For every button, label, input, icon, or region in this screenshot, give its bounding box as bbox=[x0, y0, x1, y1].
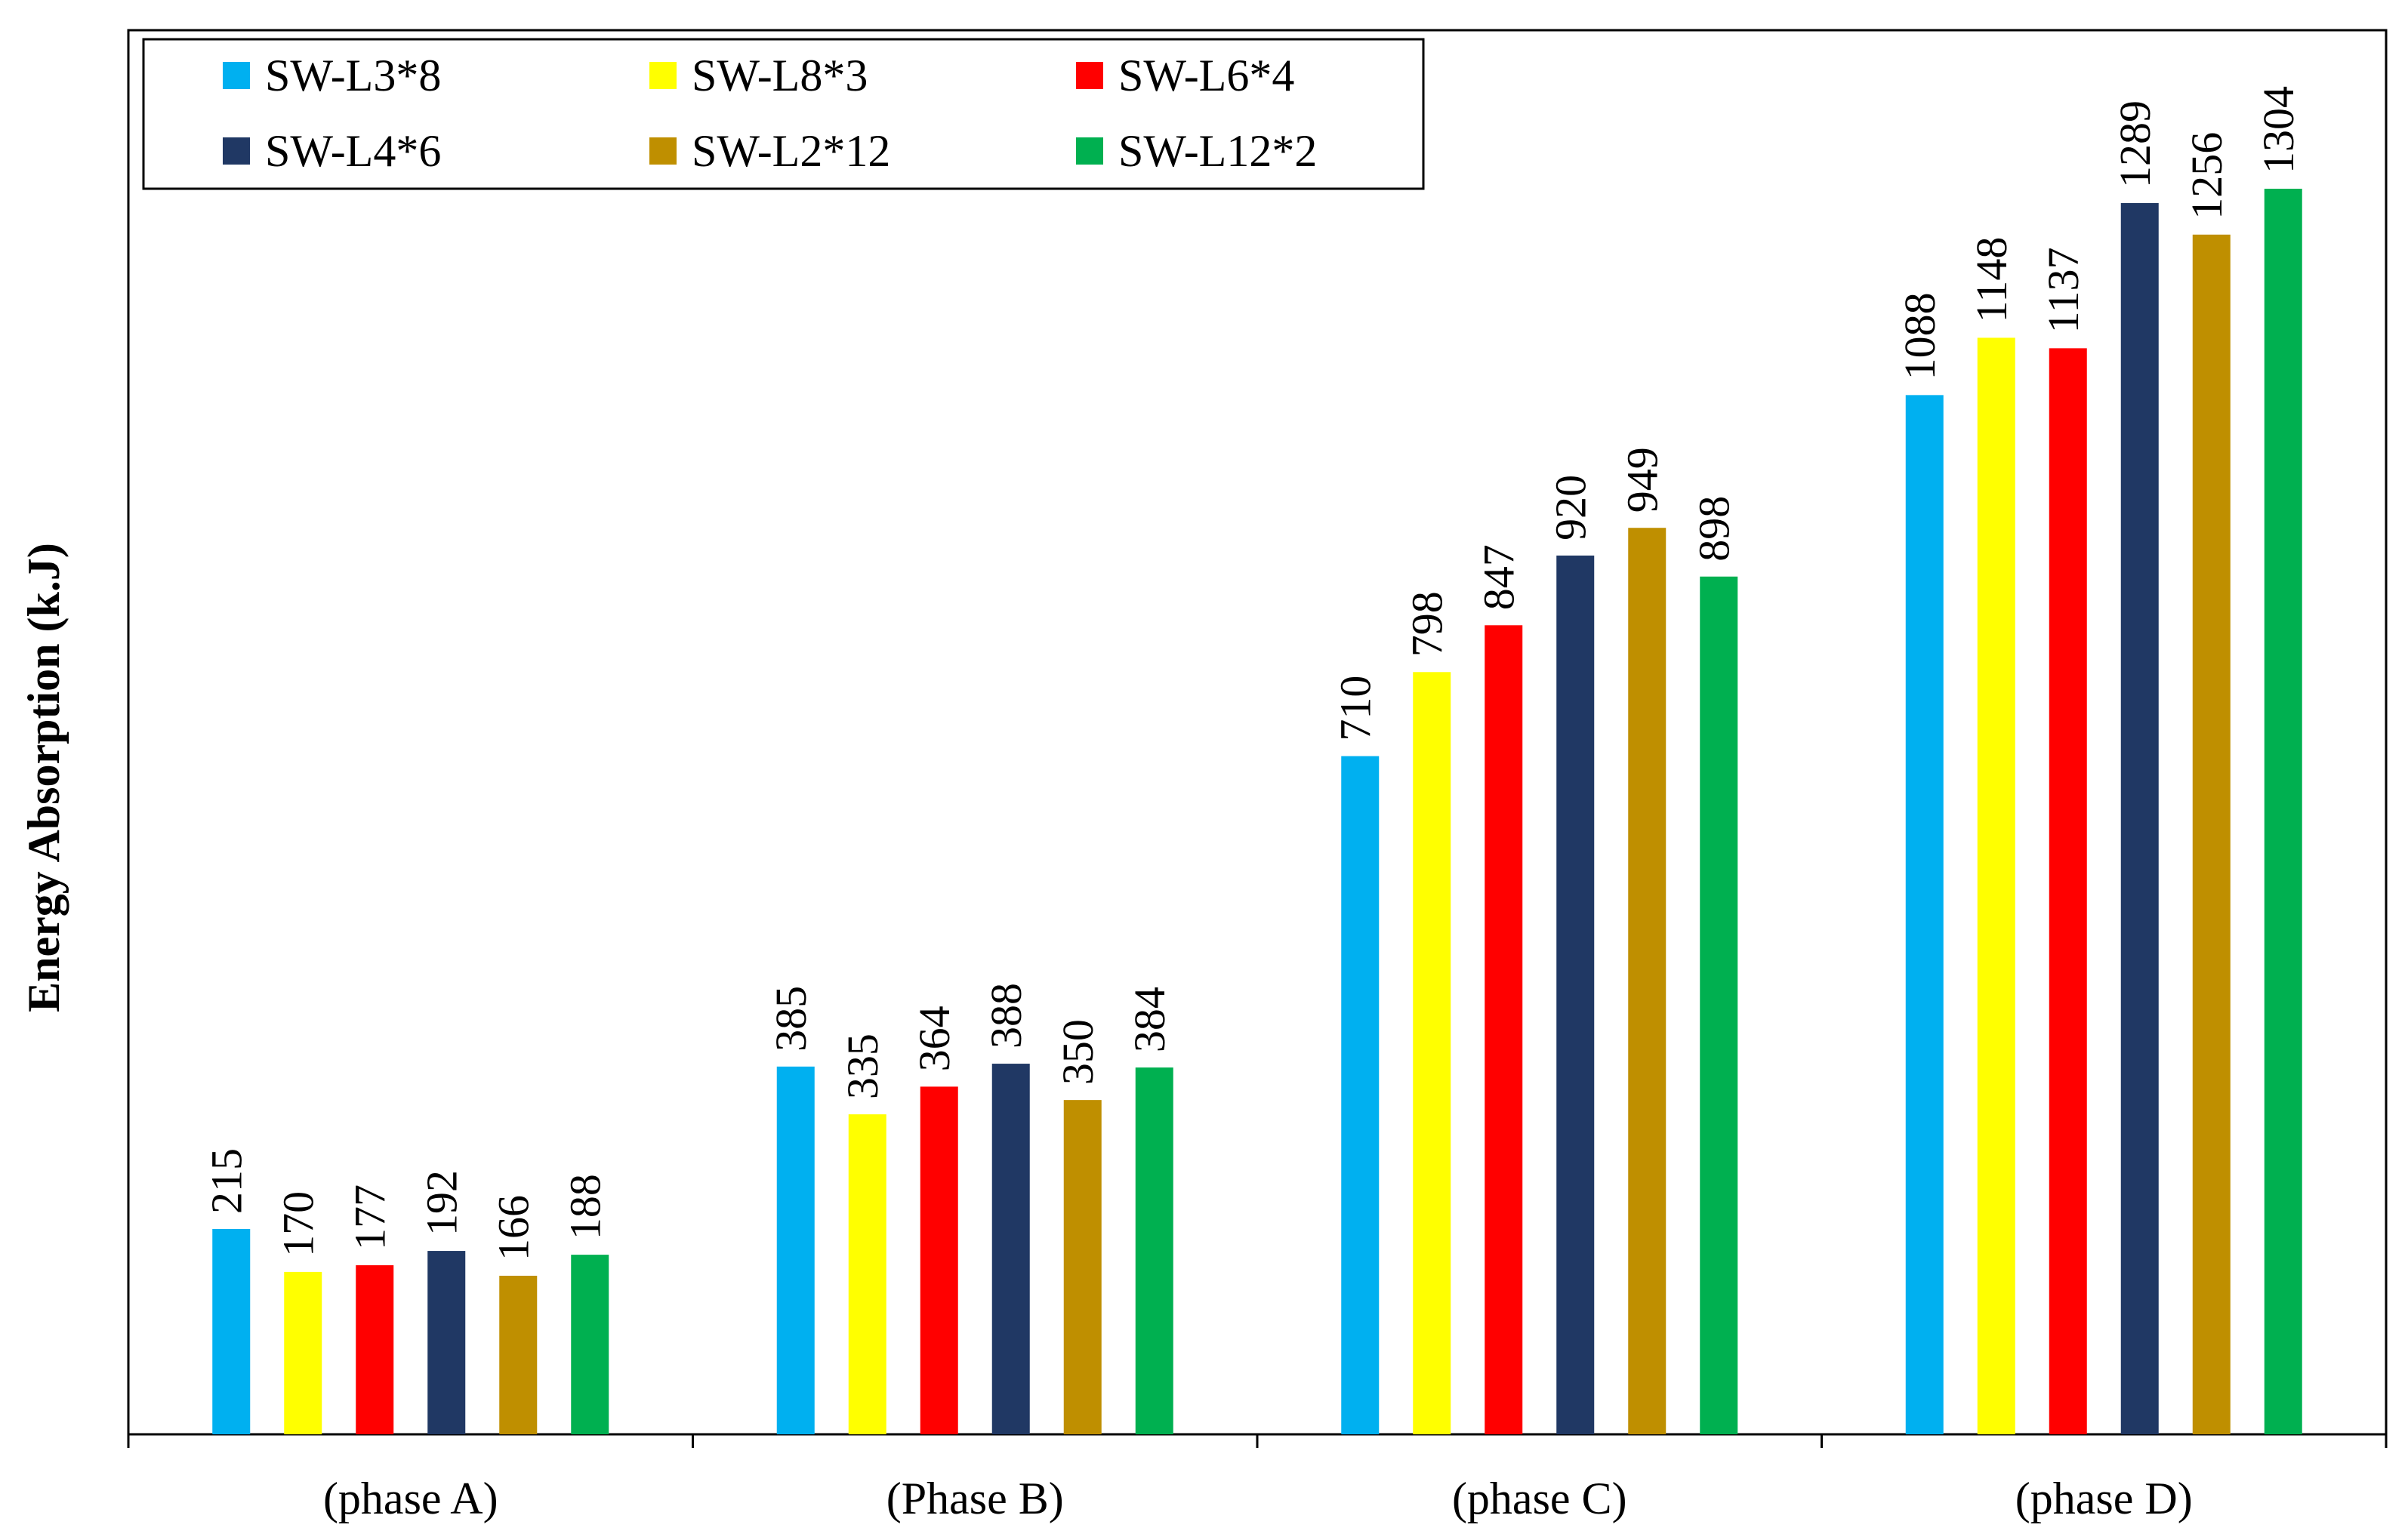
value-label: 1148 bbox=[1967, 237, 2016, 323]
bar-SW-L4*6-(phase C) bbox=[1556, 555, 1595, 1434]
value-label: 798 bbox=[1403, 591, 1452, 657]
legend-swatch bbox=[649, 62, 677, 89]
x-tick-label: (phase C) bbox=[1452, 1474, 1627, 1523]
bar-SW-L12*2-(phase C) bbox=[1700, 576, 1738, 1434]
value-labels-group: 215 170 177 192 166 188 385 335 364 388 350 384 710 7… bbox=[202, 86, 2304, 1261]
value-label: 166 bbox=[489, 1195, 538, 1261]
legend-label: SW-L6*4 bbox=[1118, 51, 1294, 100]
x-axis: (phase A) (Phase B) (phase C) (phase D) bbox=[127, 1434, 2388, 1523]
bar-SW-L2*12-(phase A) bbox=[499, 1275, 538, 1434]
bar-SW-L6*4-(Phase B) bbox=[920, 1086, 958, 1434]
legend-swatch bbox=[223, 137, 250, 165]
bar-SW-L3*8-(phase C) bbox=[1341, 756, 1380, 1434]
value-label: 388 bbox=[982, 983, 1031, 1049]
bar-SW-L6*4-(phase D) bbox=[2049, 348, 2087, 1434]
value-label: 188 bbox=[561, 1174, 610, 1240]
legend-swatch bbox=[1076, 137, 1103, 165]
bar-SW-L2*12-(phase C) bbox=[1628, 528, 1666, 1434]
bar-SW-L4*6-(phase A) bbox=[427, 1251, 466, 1434]
bar-SW-L2*12-(Phase B) bbox=[1063, 1100, 1102, 1434]
value-label: 1304 bbox=[2254, 86, 2303, 174]
value-label: 898 bbox=[1690, 496, 1739, 562]
value-label: 384 bbox=[1125, 987, 1174, 1052]
legend-swatch bbox=[649, 137, 677, 165]
bar-SW-L4*6-(phase D) bbox=[2120, 203, 2159, 1435]
bar-SW-L8*3-(phase A) bbox=[284, 1271, 322, 1434]
bar-SW-L8*3-(phase C) bbox=[1413, 672, 1451, 1434]
value-label: 350 bbox=[1053, 1019, 1102, 1085]
value-label: 1137 bbox=[2039, 247, 2088, 333]
value-label: 710 bbox=[1331, 676, 1380, 741]
value-label: 1088 bbox=[1895, 292, 1944, 380]
bar-SW-L6*4-(phase C) bbox=[1485, 625, 1523, 1435]
value-label: 170 bbox=[274, 1191, 323, 1257]
bar-SW-L12*2-(Phase B) bbox=[1135, 1067, 1173, 1434]
bar-SW-L8*3-(phase D) bbox=[1977, 337, 2015, 1434]
bar-SW-L3*8-(phase D) bbox=[1905, 395, 1944, 1434]
legend-label: SW-L8*3 bbox=[692, 51, 868, 100]
bar-SW-L12*2-(phase D) bbox=[2264, 189, 2302, 1435]
x-tick-label: (phase D) bbox=[2015, 1474, 2193, 1523]
value-label: 949 bbox=[1618, 447, 1667, 513]
legend-box bbox=[142, 38, 1425, 190]
legend-swatch bbox=[223, 62, 250, 89]
bar-SW-L3*8-(Phase B) bbox=[776, 1066, 815, 1434]
value-label: 335 bbox=[838, 1033, 887, 1099]
legend-label: SW-L2*12 bbox=[692, 126, 890, 176]
x-tick-label: (phase A) bbox=[323, 1474, 498, 1523]
bar-SW-L12*2-(phase A) bbox=[571, 1255, 609, 1434]
value-label: 847 bbox=[1475, 544, 1524, 610]
y-axis-label: Energy Absorption (k.J) bbox=[19, 543, 69, 1012]
value-label: 215 bbox=[202, 1148, 251, 1214]
bar-SW-L8*3-(Phase B) bbox=[848, 1114, 886, 1434]
legend-label: SW-L3*8 bbox=[265, 51, 441, 100]
bars-group bbox=[212, 189, 2302, 1435]
value-label: 1289 bbox=[2110, 100, 2160, 188]
bar-SW-L3*8-(phase A) bbox=[212, 1228, 251, 1434]
legend: SW-L3*8 SW-L8*3 SW-L6*4 SW-L4*6 SW-L2*12 SW-L… bbox=[142, 38, 1425, 190]
plot-area-border bbox=[127, 29, 2388, 1436]
x-tick-label: (Phase B) bbox=[886, 1474, 1064, 1523]
value-label: 364 bbox=[910, 1006, 959, 1071]
bar-SW-L6*4-(phase A) bbox=[356, 1265, 394, 1434]
bar-SW-L2*12-(phase D) bbox=[2192, 234, 2231, 1434]
value-label: 920 bbox=[1546, 475, 1596, 541]
bar-SW-L4*6-(Phase B) bbox=[991, 1064, 1030, 1434]
value-label: 1256 bbox=[2182, 132, 2231, 220]
value-label: 192 bbox=[418, 1170, 467, 1236]
legend-swatch bbox=[1076, 62, 1103, 89]
legend-label: SW-L12*2 bbox=[1118, 126, 1317, 176]
value-label: 177 bbox=[346, 1184, 395, 1250]
legend-label: SW-L4*6 bbox=[265, 126, 441, 176]
value-label: 385 bbox=[766, 986, 816, 1052]
